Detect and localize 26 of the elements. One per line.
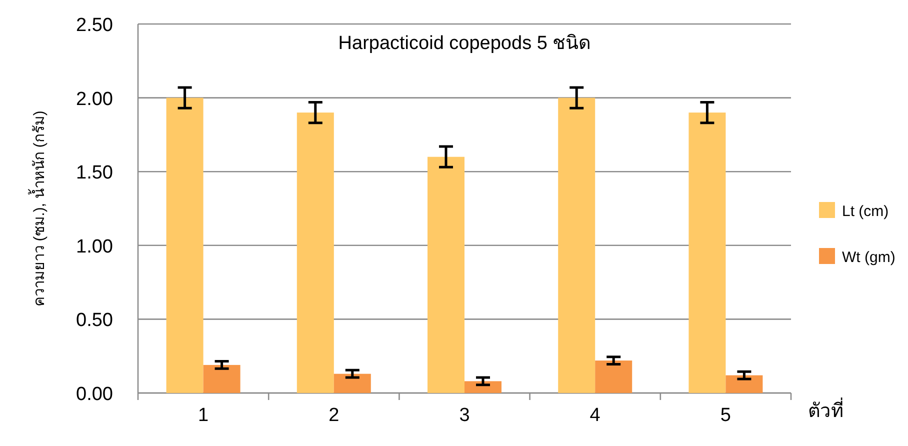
y-tick-label: 1.00 (76, 236, 113, 258)
x-axis-title: ตัวที่ (808, 397, 844, 422)
text: Harpacticoid copepods 5 ชนิด (338, 33, 591, 54)
bar (428, 156, 464, 393)
y-tick-label: 2.50 (76, 15, 113, 36)
y-tick-label: 2.00 (76, 88, 113, 110)
x-tick-label: 5 (720, 405, 731, 426)
bar (726, 375, 763, 393)
bar (464, 381, 502, 393)
x-tick-label: 1 (198, 405, 209, 426)
y-axis-title: ความยาว (ซม.), น้ำหนัก (กรัม) (28, 110, 48, 306)
x-tick-label: 3 (459, 405, 470, 426)
y-tick-label: 0.00 (76, 384, 113, 405)
bar (334, 374, 371, 393)
bar (558, 98, 596, 393)
bar (688, 112, 726, 393)
x-tick-label: 4 (590, 405, 601, 426)
legend-label: Wt (gm) (842, 249, 896, 266)
bar (166, 98, 204, 393)
bar (203, 364, 240, 393)
bar (595, 360, 632, 393)
legend-label: Lt (cm) (842, 203, 889, 220)
y-tick-label: 1.50 (76, 162, 113, 184)
x-tick-label: 2 (328, 405, 340, 426)
y-tick-label: 0.50 (76, 310, 113, 332)
bar (296, 112, 334, 393)
